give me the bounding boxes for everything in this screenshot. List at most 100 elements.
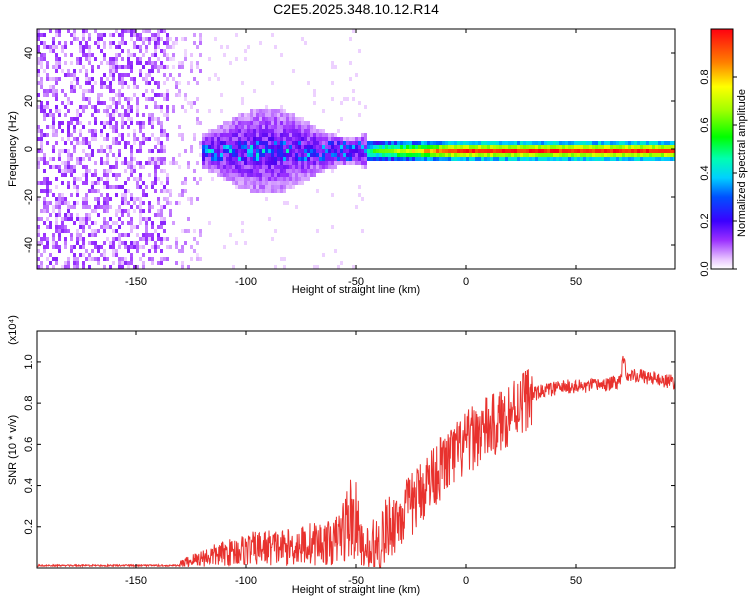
heatmap-cell — [121, 193, 124, 197]
heatmap-cell — [55, 241, 58, 245]
heatmap-cell — [55, 77, 58, 81]
heatmap-cell — [286, 165, 289, 169]
heatmap-cell — [235, 57, 238, 61]
heatmap-cell — [76, 213, 79, 217]
heatmap-cell — [121, 209, 124, 213]
heatmap-cell — [187, 217, 190, 221]
heatmap-cell — [55, 245, 58, 249]
heatmap-cell — [553, 149, 556, 153]
heatmap-cell — [283, 149, 286, 153]
heatmap-cell — [334, 157, 337, 161]
heatmap-cell — [85, 249, 88, 253]
heatmap-cell — [70, 61, 73, 65]
snr-x-label: Height of straight line (km) — [292, 584, 420, 596]
heatmap-cell — [223, 177, 226, 181]
heatmap-cell — [82, 205, 85, 209]
heatmap-cell — [172, 105, 175, 109]
heatmap-cell — [400, 141, 403, 145]
heatmap-cell — [67, 149, 70, 153]
heatmap-cell — [82, 149, 85, 153]
heatmap-cell — [484, 149, 487, 153]
heatmap-cell — [469, 157, 472, 161]
heatmap-cell — [478, 153, 481, 157]
heatmap-cell — [40, 157, 43, 161]
heatmap-cell — [277, 185, 280, 189]
heatmap-cell — [211, 149, 214, 153]
heatmap-cell — [364, 153, 367, 157]
heatmap-cell — [274, 165, 277, 169]
heatmap-cell — [481, 149, 484, 153]
heatmap-cell — [508, 157, 511, 161]
heatmap-cell — [64, 73, 67, 77]
heatmap-cell — [160, 145, 163, 149]
heatmap-cell — [205, 157, 208, 161]
heatmap-cell — [583, 149, 586, 153]
heatmap-cell — [244, 177, 247, 181]
heatmap-cell — [85, 217, 88, 221]
heatmap-cell — [457, 145, 460, 149]
heatmap-cell — [142, 121, 145, 125]
heatmap-cell — [73, 85, 76, 89]
heatmap-cell — [52, 125, 55, 129]
heatmap-cell — [52, 117, 55, 121]
heatmap-cell — [241, 137, 244, 141]
heatmap-cell — [208, 109, 211, 113]
heatmap-cell — [49, 113, 52, 117]
heatmap-cell — [145, 89, 148, 93]
heatmap-cell — [43, 181, 46, 185]
heatmap-cell — [283, 121, 286, 125]
heatmap-cell — [445, 141, 448, 145]
heatmap-cell — [586, 141, 589, 145]
heatmap-cell — [496, 145, 499, 149]
heatmap-cell — [136, 57, 139, 61]
heatmap-cell — [472, 153, 475, 157]
heatmap-cell — [115, 193, 118, 197]
heatmap-cell — [157, 149, 160, 153]
heatmap-cell — [361, 149, 364, 153]
heatmap-cell — [304, 149, 307, 153]
heatmap-cell — [451, 149, 454, 153]
heatmap-cell — [466, 149, 469, 153]
heatmap-cell — [157, 245, 160, 249]
heatmap-cell — [157, 137, 160, 141]
heatmap-cell — [244, 117, 247, 121]
heatmap-cell — [100, 133, 103, 137]
heatmap-cell — [238, 177, 241, 181]
heatmap-cell — [142, 165, 145, 169]
heatmap-cell — [94, 109, 97, 113]
heatmap-cell — [76, 109, 79, 113]
heatmap-cell — [142, 137, 145, 141]
heatmap-cell — [46, 265, 49, 269]
heatmap-cell — [637, 145, 640, 149]
heatmap-cell — [67, 73, 70, 77]
heatmap-cell — [166, 257, 169, 261]
heatmap-cell — [148, 233, 151, 237]
heatmap-cell — [157, 29, 160, 33]
heatmap-cell — [274, 121, 277, 125]
heatmap-cell — [280, 129, 283, 133]
heatmap-cell — [247, 149, 250, 153]
heatmap-cell — [346, 161, 349, 165]
heatmap-cell — [370, 149, 373, 153]
heatmap-cell — [658, 157, 661, 161]
heatmap-cell — [505, 145, 508, 149]
heatmap-cell — [52, 113, 55, 117]
heatmap-cell — [238, 141, 241, 145]
heatmap-cell — [673, 145, 675, 149]
heatmap-cell — [265, 181, 268, 185]
heatmap-cell — [583, 141, 586, 145]
heatmap-cell — [601, 141, 604, 145]
heatmap-cell — [118, 53, 121, 57]
heatmap-cell — [73, 245, 76, 249]
heatmap-cell — [154, 61, 157, 65]
heatmap-cell — [178, 89, 181, 93]
heatmap-cell — [49, 213, 52, 217]
heatmap-cell — [613, 153, 616, 157]
heatmap-cell — [235, 137, 238, 141]
heatmap-cell — [415, 141, 418, 145]
heatmap-cell — [298, 145, 301, 149]
heatmap-cell — [565, 145, 568, 149]
heatmap-cell — [49, 45, 52, 49]
heatmap-cell — [61, 161, 64, 165]
heatmap-cell — [235, 153, 238, 157]
